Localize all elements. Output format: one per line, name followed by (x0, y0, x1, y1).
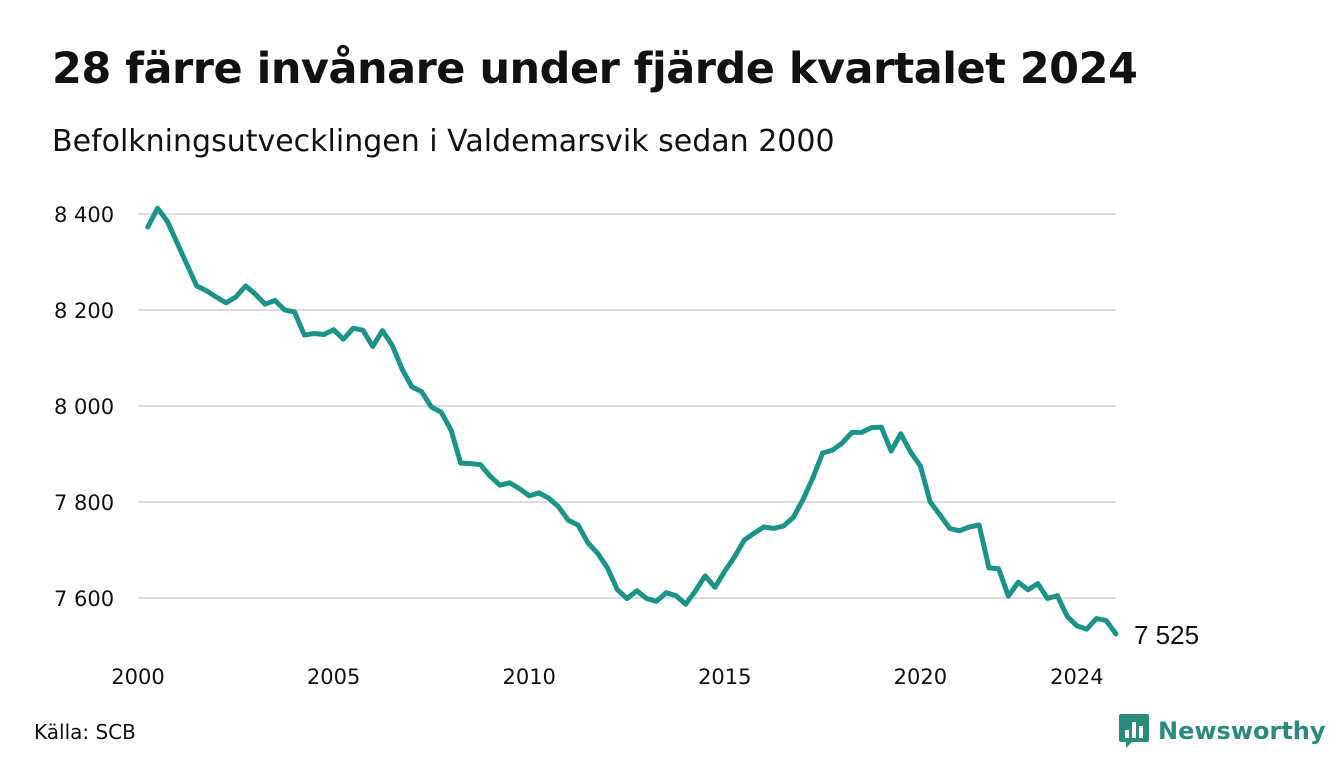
x-tick-label: 2020 (894, 665, 947, 689)
y-tick-label: 8 000 (54, 395, 114, 419)
chart-subtitle: Befolkningsutvecklingen i Valdemarsvik s… (52, 124, 835, 159)
population-series-line (145, 205, 1119, 637)
y-tick-label: 8 200 (54, 299, 114, 323)
x-tick-label: 2024 (1050, 665, 1103, 689)
brand-logo: Newsworthy (1118, 712, 1326, 750)
x-tick-label: 2000 (111, 665, 164, 689)
x-tick-label: 2010 (502, 665, 555, 689)
brand-name: Newsworthy (1158, 717, 1326, 745)
y-axis-ticks: 7 600 7 800 8 000 8 200 8 400 (54, 203, 114, 611)
bar-chart-speech-bubble-icon (1119, 714, 1149, 748)
last-value-label: 7 525 (1134, 620, 1199, 650)
x-tick-label: 2005 (307, 665, 360, 689)
x-axis-ticks: 2000 2005 2010 2015 2020 2024 (111, 665, 1103, 689)
source-note: Källa: SCB (34, 720, 136, 744)
gridlines (138, 213, 1116, 599)
y-tick-label: 7 600 (54, 587, 114, 611)
chart-title: 28 färre invånare under fjärde kvartalet… (52, 44, 1138, 94)
y-tick-label: 7 800 (54, 491, 114, 515)
x-tick-label: 2015 (698, 665, 751, 689)
y-tick-label: 8 400 (54, 203, 114, 227)
